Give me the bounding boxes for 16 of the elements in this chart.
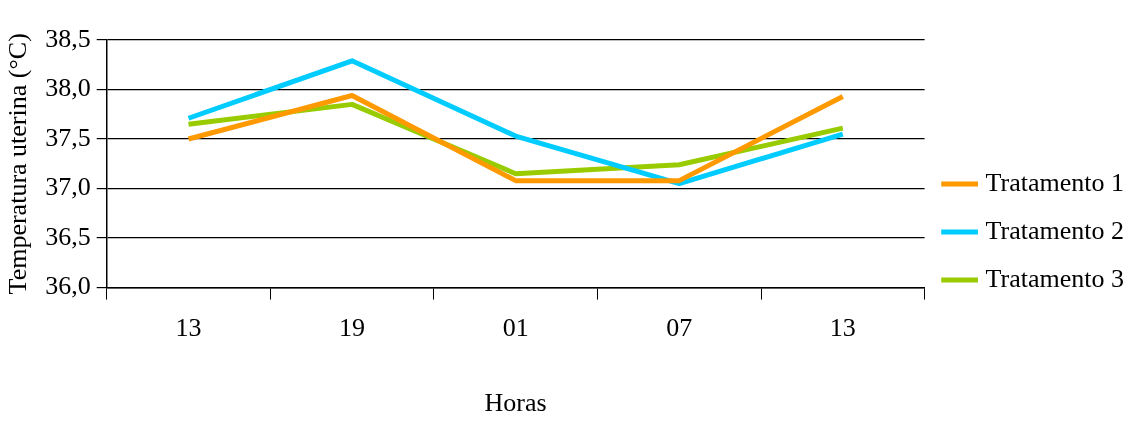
x-tick-label: 13: [829, 313, 856, 343]
y-tick-label: 37,0: [45, 172, 91, 202]
y-tick-label: 36,0: [45, 271, 91, 301]
x-axis-title: Horas: [484, 388, 547, 418]
x-tick-label: 01: [502, 313, 529, 343]
y-tick-label: 38,5: [45, 23, 91, 53]
legend-label: Tratamento 1: [985, 167, 1124, 197]
x-tick-label: 13: [175, 313, 202, 343]
y-axis-title: Temperatura uterina (°C): [3, 33, 33, 295]
y-tick-label: 38,0: [45, 73, 91, 103]
y-tick-label: 36,5: [45, 221, 91, 251]
x-tick-label: 19: [339, 313, 366, 343]
y-tick-label: 37,5: [45, 122, 91, 152]
legend-label: Tratamento 2: [985, 215, 1124, 245]
x-tick-label: 07: [666, 313, 693, 343]
legend-label: Tratamento 3: [985, 263, 1124, 293]
